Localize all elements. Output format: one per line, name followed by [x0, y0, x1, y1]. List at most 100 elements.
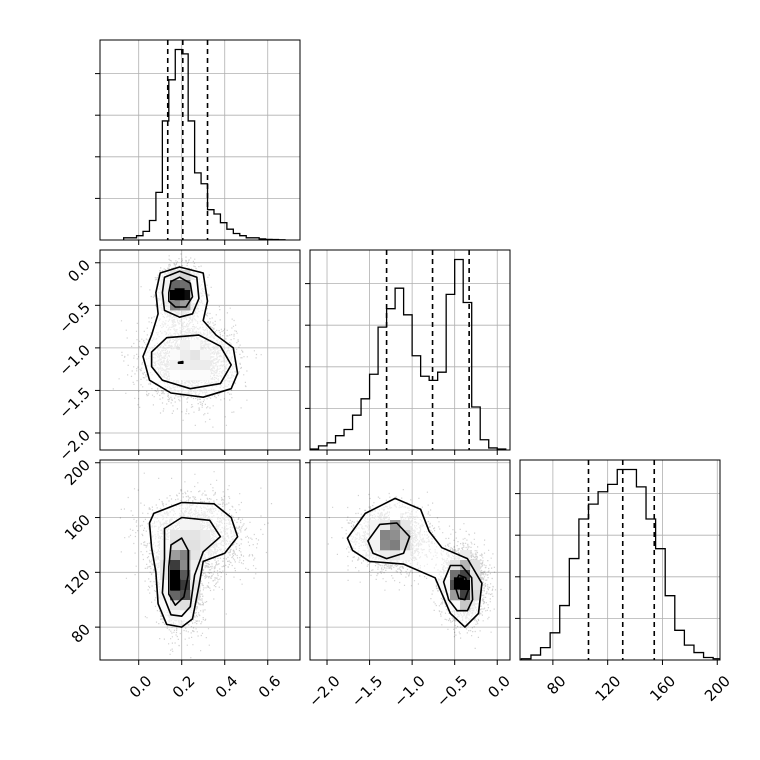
density-core-cell [470, 590, 481, 601]
density-core-cell [160, 580, 171, 591]
density-panel-0-1 [99, 249, 301, 451]
density-core-cell [180, 270, 191, 281]
density-core-cell [180, 280, 191, 291]
density-core-cell [170, 590, 181, 601]
x-tick-label: 120 [591, 672, 624, 705]
x-tick-label: 160 [646, 672, 679, 705]
density-core-cell [180, 570, 191, 581]
density-panel-0-2 [99, 459, 301, 661]
density-peak [453, 577, 464, 590]
density-core-cell [370, 540, 381, 551]
contour-line [168, 537, 189, 606]
x-tick-label: 0.2 [169, 672, 199, 702]
panel-frame [309, 249, 511, 451]
histogram-panel-1 [305, 249, 511, 451]
density-core-cell [170, 280, 181, 291]
density-peak [174, 288, 185, 301]
contour-line [453, 574, 470, 601]
histogram-line [123, 48, 286, 240]
density-core-cell [180, 580, 191, 591]
density-core-cell [380, 540, 391, 551]
density-core-cell [180, 560, 191, 571]
density-panel-1-2 [309, 459, 511, 661]
density-core-cell [380, 530, 391, 541]
density-core-cell [460, 580, 471, 591]
panel-content [100, 250, 300, 450]
density-core-cell [180, 300, 191, 311]
density-core-cell [390, 540, 401, 551]
density-core-cell [470, 570, 481, 581]
density-core-cell [180, 290, 191, 301]
panel-frame [99, 39, 301, 241]
density-core-cell [190, 530, 201, 541]
contour-line [142, 266, 239, 398]
x-tick-label: −1.5 [348, 672, 386, 710]
density-core-cell [180, 600, 191, 611]
x-tick-label: 80 [543, 672, 569, 698]
x-tick-label: 0.6 [255, 672, 285, 702]
panel-content [520, 460, 720, 660]
y-tick-label: 80 [68, 620, 94, 646]
density-cell [470, 560, 481, 571]
contour-line [177, 360, 184, 364]
panel-frame [99, 249, 301, 451]
density-cell [460, 550, 471, 561]
panel-frame [519, 459, 721, 661]
contour-line [168, 276, 194, 308]
density-core-cell [170, 550, 181, 561]
contour-line [148, 501, 239, 628]
density-core-cell [170, 570, 181, 581]
density-core-cell [170, 530, 181, 541]
y-tick-label: 0.0 [64, 256, 94, 286]
density-core-cell [160, 290, 171, 301]
density-core-cell [470, 580, 481, 591]
density-core-cell [390, 530, 401, 541]
density-core-cell [170, 300, 181, 311]
density-core-cell [400, 530, 411, 541]
x-tick-label: 200 [701, 672, 734, 705]
panel-frame [99, 459, 301, 661]
panel-content [100, 40, 300, 240]
y-tick-label: 120 [61, 566, 94, 599]
x-tick-label: 0.0 [126, 672, 156, 702]
panel-frame [309, 459, 511, 661]
density-core-cell [460, 570, 471, 581]
density-core-cell [370, 520, 381, 531]
density-core-cell [460, 590, 471, 601]
panel-content [100, 460, 300, 660]
contour-line [161, 270, 200, 318]
x-tick-label: −2.0 [305, 672, 343, 710]
density-core-cell [450, 590, 461, 601]
x-tick-label: −1.0 [390, 672, 428, 710]
density-core-cell [180, 550, 191, 561]
y-tick-label: −0.5 [56, 299, 94, 337]
density-core-cell [400, 540, 411, 551]
y-tick-label: −2.0 [56, 426, 94, 464]
density-core-cell [460, 560, 471, 571]
histogram-panel-0 [95, 39, 301, 241]
density-core-cell [450, 570, 461, 581]
contour-line [161, 516, 222, 617]
density-peak [170, 578, 181, 591]
x-tick-label: 0.4 [212, 672, 242, 702]
density-core-cell [370, 530, 381, 541]
density-core-cell [180, 350, 191, 361]
panel-content [310, 250, 510, 450]
contour-line [367, 522, 411, 560]
density-core-cell [380, 520, 391, 531]
histogram-line [310, 258, 507, 450]
y-tick-label: 160 [61, 511, 94, 544]
y-tick-label: −1.0 [56, 341, 94, 379]
contour-line [150, 334, 232, 390]
histogram-line [520, 468, 720, 660]
density-core-cell [170, 560, 181, 571]
contour-line [346, 497, 483, 628]
x-tick-label: 0.0 [484, 672, 514, 702]
x-tick-label: −0.5 [433, 672, 471, 710]
y-tick-label: −1.5 [56, 384, 94, 422]
density-core-cell [460, 600, 471, 611]
density-core-cell [170, 540, 181, 551]
histogram-panel-2 [515, 459, 721, 661]
panel-content [310, 460, 510, 660]
